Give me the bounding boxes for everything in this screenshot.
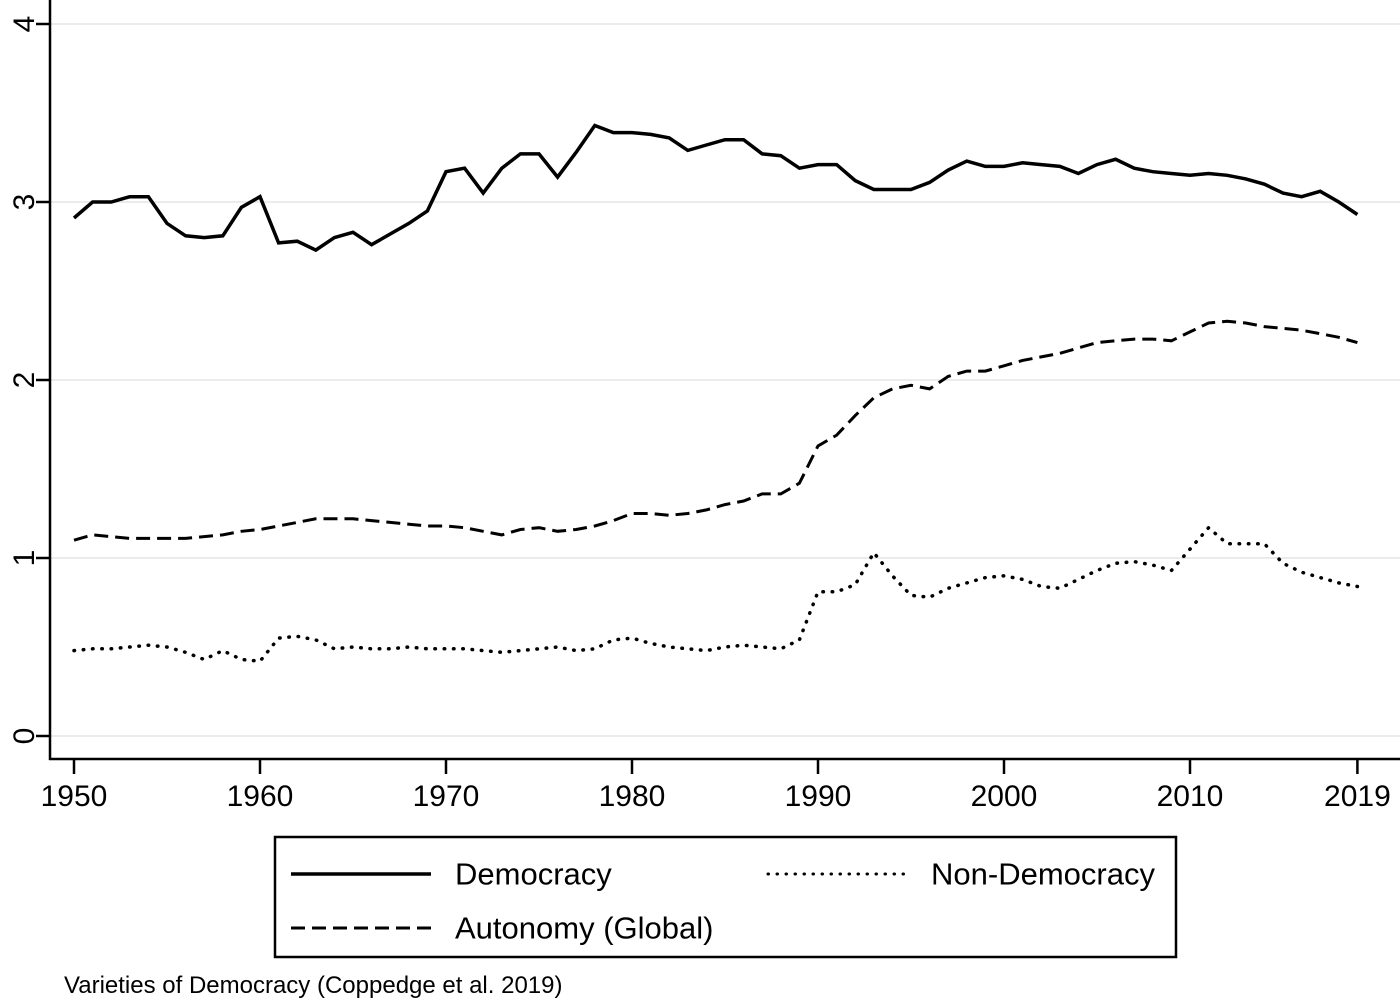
source-caption: Varieties of Democracy (Coppedge et al. … [64, 972, 562, 999]
x-tick-label-1970: 1970 [413, 780, 480, 813]
autonomy-global-line [73, 319, 1358, 542]
y-tick-label-0: 0 [8, 728, 41, 745]
legend-label-democracy: Democracy [455, 857, 612, 892]
x-tick-label-2000: 2000 [971, 780, 1038, 813]
x-tick-label-2019: 2019 [1324, 780, 1391, 813]
legend-label-autonomy: Autonomy (Global) [455, 911, 713, 946]
y-tick-label-2: 2 [8, 372, 41, 389]
y-tick-label-3: 3 [8, 194, 41, 211]
democracy-line [72, 123, 1359, 253]
y-tick-label-4: 4 [8, 16, 41, 33]
x-tick-label-1950: 1950 [41, 780, 108, 813]
x-tick-label-2010: 2010 [1157, 780, 1224, 813]
legend-label-non-democracy: Non-Democracy [931, 857, 1155, 892]
x-tick-label-1960: 1960 [227, 780, 294, 813]
non-democracy-line [72, 525, 1360, 664]
x-tick-label-1990: 1990 [785, 780, 852, 813]
y-tick-label-1: 1 [8, 550, 41, 567]
legend-box [273, 835, 1178, 959]
x-tick-label-1980: 1980 [599, 780, 666, 813]
